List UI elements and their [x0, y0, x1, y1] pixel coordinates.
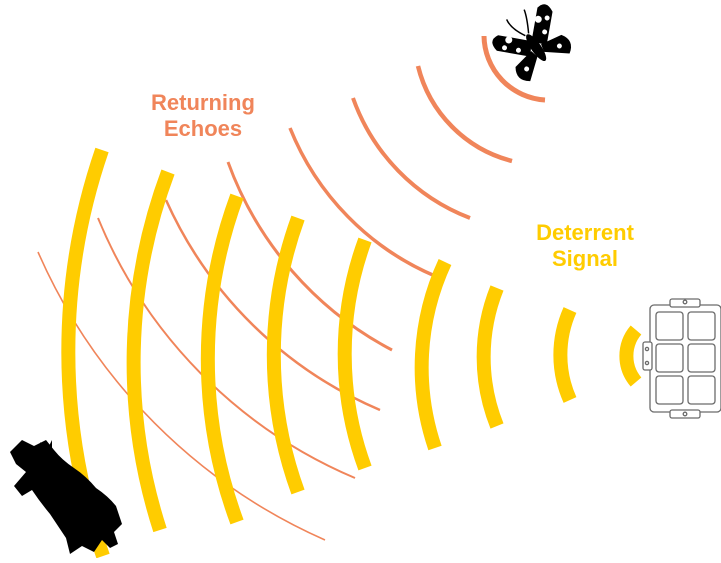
signal-arc-6 — [266, 215, 305, 495]
signal-arc-1 — [619, 325, 642, 387]
echo-arc-4 — [288, 127, 436, 278]
deterrent-signal-label: Deterrent Signal — [510, 220, 660, 272]
signal-arc-2 — [553, 307, 577, 403]
signal-label-line2: Signal — [551, 246, 618, 271]
echo-arc-1 — [481, 35, 546, 103]
signal-arc-7 — [200, 193, 244, 525]
signal-arc-4 — [414, 259, 452, 451]
ultrasonic-device-icon — [642, 298, 721, 419]
echo-arc-2 — [415, 65, 513, 164]
echo-arc-7 — [97, 217, 356, 479]
signal-label-line1: Deterrent — [536, 220, 634, 245]
signal-arcs — [61, 147, 642, 559]
echo-arc-5 — [226, 161, 393, 352]
echoes-label-line2: Echoes — [163, 116, 243, 141]
signal-arc-5 — [337, 237, 372, 471]
signal-arc-3 — [476, 285, 504, 429]
echoes-label-line1: Returning — [151, 90, 255, 115]
returning-echoes-label: Returning Echoes — [128, 90, 278, 142]
moth-icon — [492, 4, 572, 82]
bat-icon — [10, 440, 122, 554]
signal-arc-8 — [126, 169, 175, 533]
echo-arc-3 — [351, 97, 471, 220]
